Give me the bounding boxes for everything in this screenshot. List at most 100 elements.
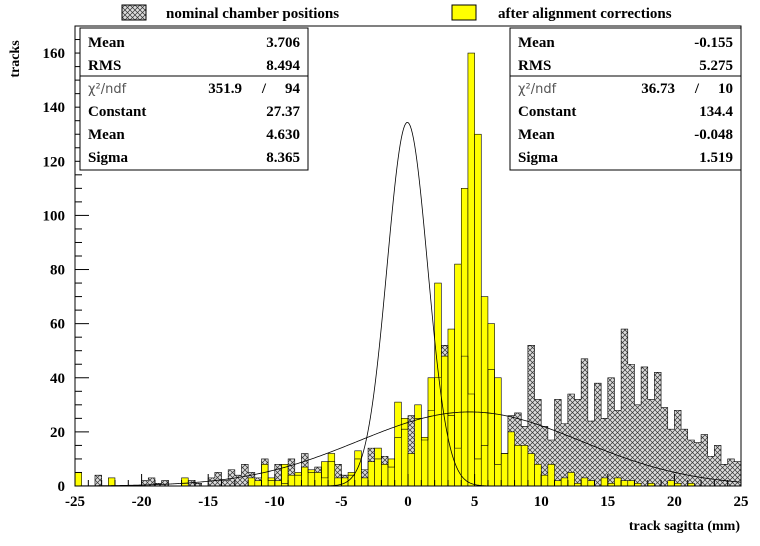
nominal-bin-bar <box>527 345 535 486</box>
aligned-bin-bar <box>407 453 415 487</box>
aligned-bin-bar <box>514 445 522 487</box>
aligned-bin-bar <box>367 461 376 487</box>
x-tick-label: -10 <box>265 494 285 510</box>
nominal-bin-bar <box>714 445 722 486</box>
stat-value-ndf: 94 <box>285 81 301 97</box>
y-tick-label: 120 <box>43 154 66 170</box>
aligned-bin-bar <box>414 404 422 487</box>
aligned-bin-bar <box>247 477 256 487</box>
legend: nominal chamber positions after alignmen… <box>121 4 672 22</box>
stat-value-chi2: 351.9 <box>208 81 242 97</box>
aligned-bin-bar <box>520 445 529 487</box>
nominal-bin-bar <box>601 418 608 486</box>
nominal-bin-bar <box>534 399 542 486</box>
x-tick-label: -5 <box>335 494 348 510</box>
aligned-bin-bar <box>554 480 562 487</box>
nominal-bin-bar <box>408 415 415 486</box>
stat-box-frame <box>79 27 309 171</box>
aligned-bin-bar <box>387 458 395 487</box>
aligned-bin-bar <box>301 466 309 487</box>
stat-label: Mean <box>518 127 555 143</box>
stat-label: Sigma <box>518 150 559 166</box>
nominal-bin-bar <box>687 440 695 486</box>
nominal-bin-bar <box>241 464 249 486</box>
nominal-bin-bar <box>547 440 555 486</box>
stat-value: 8.494 <box>266 58 300 74</box>
nominal-bin-bar <box>221 480 229 486</box>
aligned-bin-bar <box>181 477 189 487</box>
nominal-bin-bar <box>674 410 682 486</box>
aligned-bin-bar <box>287 474 296 487</box>
stat-separator: / <box>694 81 700 97</box>
nominal-bin-bar <box>654 372 662 486</box>
nominal-bin-bar <box>681 429 688 486</box>
nominal-bin-bar <box>574 399 582 486</box>
nominal-bin-bar <box>721 464 728 486</box>
y-tick-label: 40 <box>50 371 65 387</box>
nominal-bin-bar <box>641 366 648 486</box>
nominal-bin-bar <box>234 475 242 486</box>
nominal-bin-bar <box>554 399 562 486</box>
stat-label: Mean <box>518 35 555 51</box>
aligned-bin-bar <box>534 464 542 487</box>
aligned-bin-bar <box>447 328 455 487</box>
aligned-bin-bar <box>361 477 369 487</box>
aligned-bin-bar <box>401 418 409 487</box>
nominal-bin-bar <box>288 458 295 486</box>
aligned-bin-bar <box>587 480 595 487</box>
stat-value: -0.155 <box>694 35 733 51</box>
aligned-bin-bar <box>474 133 482 487</box>
nominal-bin-bar <box>727 458 735 486</box>
x-axis-title: track sagitta (mm) <box>629 519 741 534</box>
stat-boxes: Mean 3.706 RMS 8.494 χ²/ndf 351.9 / 94 Constant 2… <box>79 27 742 171</box>
aligned-bin-bar <box>494 377 502 487</box>
stat-label: RMS <box>518 58 551 74</box>
y-tick-label: 100 <box>43 208 66 224</box>
aligned-bin-bar <box>547 464 555 487</box>
y-axis-title: tracks <box>8 40 23 78</box>
stat-value-chi2: 36.73 <box>641 81 675 97</box>
nominal-bin-bar <box>228 469 235 486</box>
nominal-bin-bar <box>581 358 588 486</box>
stat-box-aligned: Mean -0.155 RMS 5.275 χ²/ndf 36.73 / 10 Constant… <box>509 27 742 171</box>
stat-box-frame <box>509 27 742 171</box>
aligned-bin-bar <box>394 401 402 487</box>
aligned-bin-bar <box>421 436 429 487</box>
aligned-bin-bar <box>487 323 495 487</box>
stat-value: 27.37 <box>266 104 300 120</box>
nominal-bin-bar <box>734 461 741 486</box>
aligned-bin-bar <box>454 263 462 487</box>
aligned-bin-bar <box>354 450 362 487</box>
nominal-bin-bar <box>607 377 615 486</box>
x-tick-label: -25 <box>65 494 85 510</box>
nominal-bin-bar <box>587 421 595 486</box>
nominal-bin-bar <box>334 464 342 486</box>
aligned-bin-bar <box>321 461 329 487</box>
aligned-bin-bar <box>108 477 116 487</box>
nominal-bin-bar <box>148 477 155 486</box>
y-tick-label: 140 <box>43 100 66 116</box>
nominal-bin-bar <box>701 434 708 486</box>
nominal-bin-bar <box>634 404 642 486</box>
nominal-bin-bar <box>694 442 702 486</box>
stat-value: 3.706 <box>266 35 300 51</box>
nominal-bin-bar <box>208 477 215 486</box>
aligned-bin-bar <box>507 431 515 487</box>
stat-label: Constant <box>518 104 576 120</box>
stat-value: 8.365 <box>266 150 300 166</box>
aligned-bin-bar <box>567 472 575 487</box>
nominal-bin-bar <box>667 429 675 486</box>
stat-label-chi2ndf: χ²/ndf <box>88 82 127 97</box>
aligned-bin-bar <box>274 480 282 487</box>
stat-value: 1.519 <box>699 150 733 166</box>
nominal-bin-bar <box>188 480 195 486</box>
aligned-bin-bar <box>614 477 622 487</box>
nominal-bin-bar <box>214 472 222 486</box>
x-tick-label: -15 <box>198 494 218 510</box>
stat-label: Constant <box>88 104 146 120</box>
aligned-bin-bar <box>74 472 82 487</box>
aligned-bin-bar <box>327 453 336 487</box>
x-tick-label: 25 <box>734 494 749 510</box>
stat-value: 134.4 <box>699 104 733 120</box>
stat-label: Mean <box>88 127 125 143</box>
